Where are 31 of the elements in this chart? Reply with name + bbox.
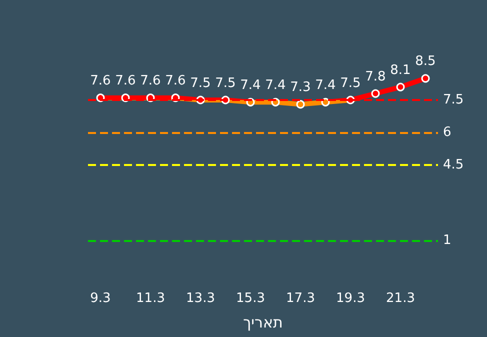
data-label: 7.5 [190,76,211,91]
ref-line-label: 4.5 [443,157,464,172]
x-axis-title: תאריך [243,314,283,332]
ref-line-label: 1 [443,232,452,248]
x-tick-label: 11.3 [136,291,165,306]
x-tick-label: 13.3 [186,291,215,306]
point [421,74,430,83]
data-label: 7.3 [290,80,311,96]
data-label: 7.4 [240,78,261,93]
data-label: 8.1 [390,62,411,78]
data-label: 7.6 [165,74,186,89]
point [321,98,330,106]
data-label: 8.5 [415,54,436,70]
data-label: 7.5 [215,76,236,91]
data-label: 7.5 [340,76,361,91]
x-tick-label: 17.3 [286,291,315,306]
data-label: 7.6 [115,74,136,89]
data-label: 7.8 [365,69,386,84]
ref-line-label: 6 [443,124,452,140]
ref-line-label: 7.5 [443,92,464,108]
point [371,89,380,98]
data-label: 7.4 [265,78,286,93]
point [296,100,305,109]
data-label: 7.4 [315,78,336,93]
x-tick-label: 19.3 [336,291,365,306]
x-tick-label: 21.3 [386,291,415,306]
x-tick-label: 15.3 [236,291,265,306]
x-tick-label: 9.3 [90,291,111,306]
point [396,82,405,92]
data-label: 7.6 [90,74,111,89]
data-label: 7.6 [140,74,161,89]
